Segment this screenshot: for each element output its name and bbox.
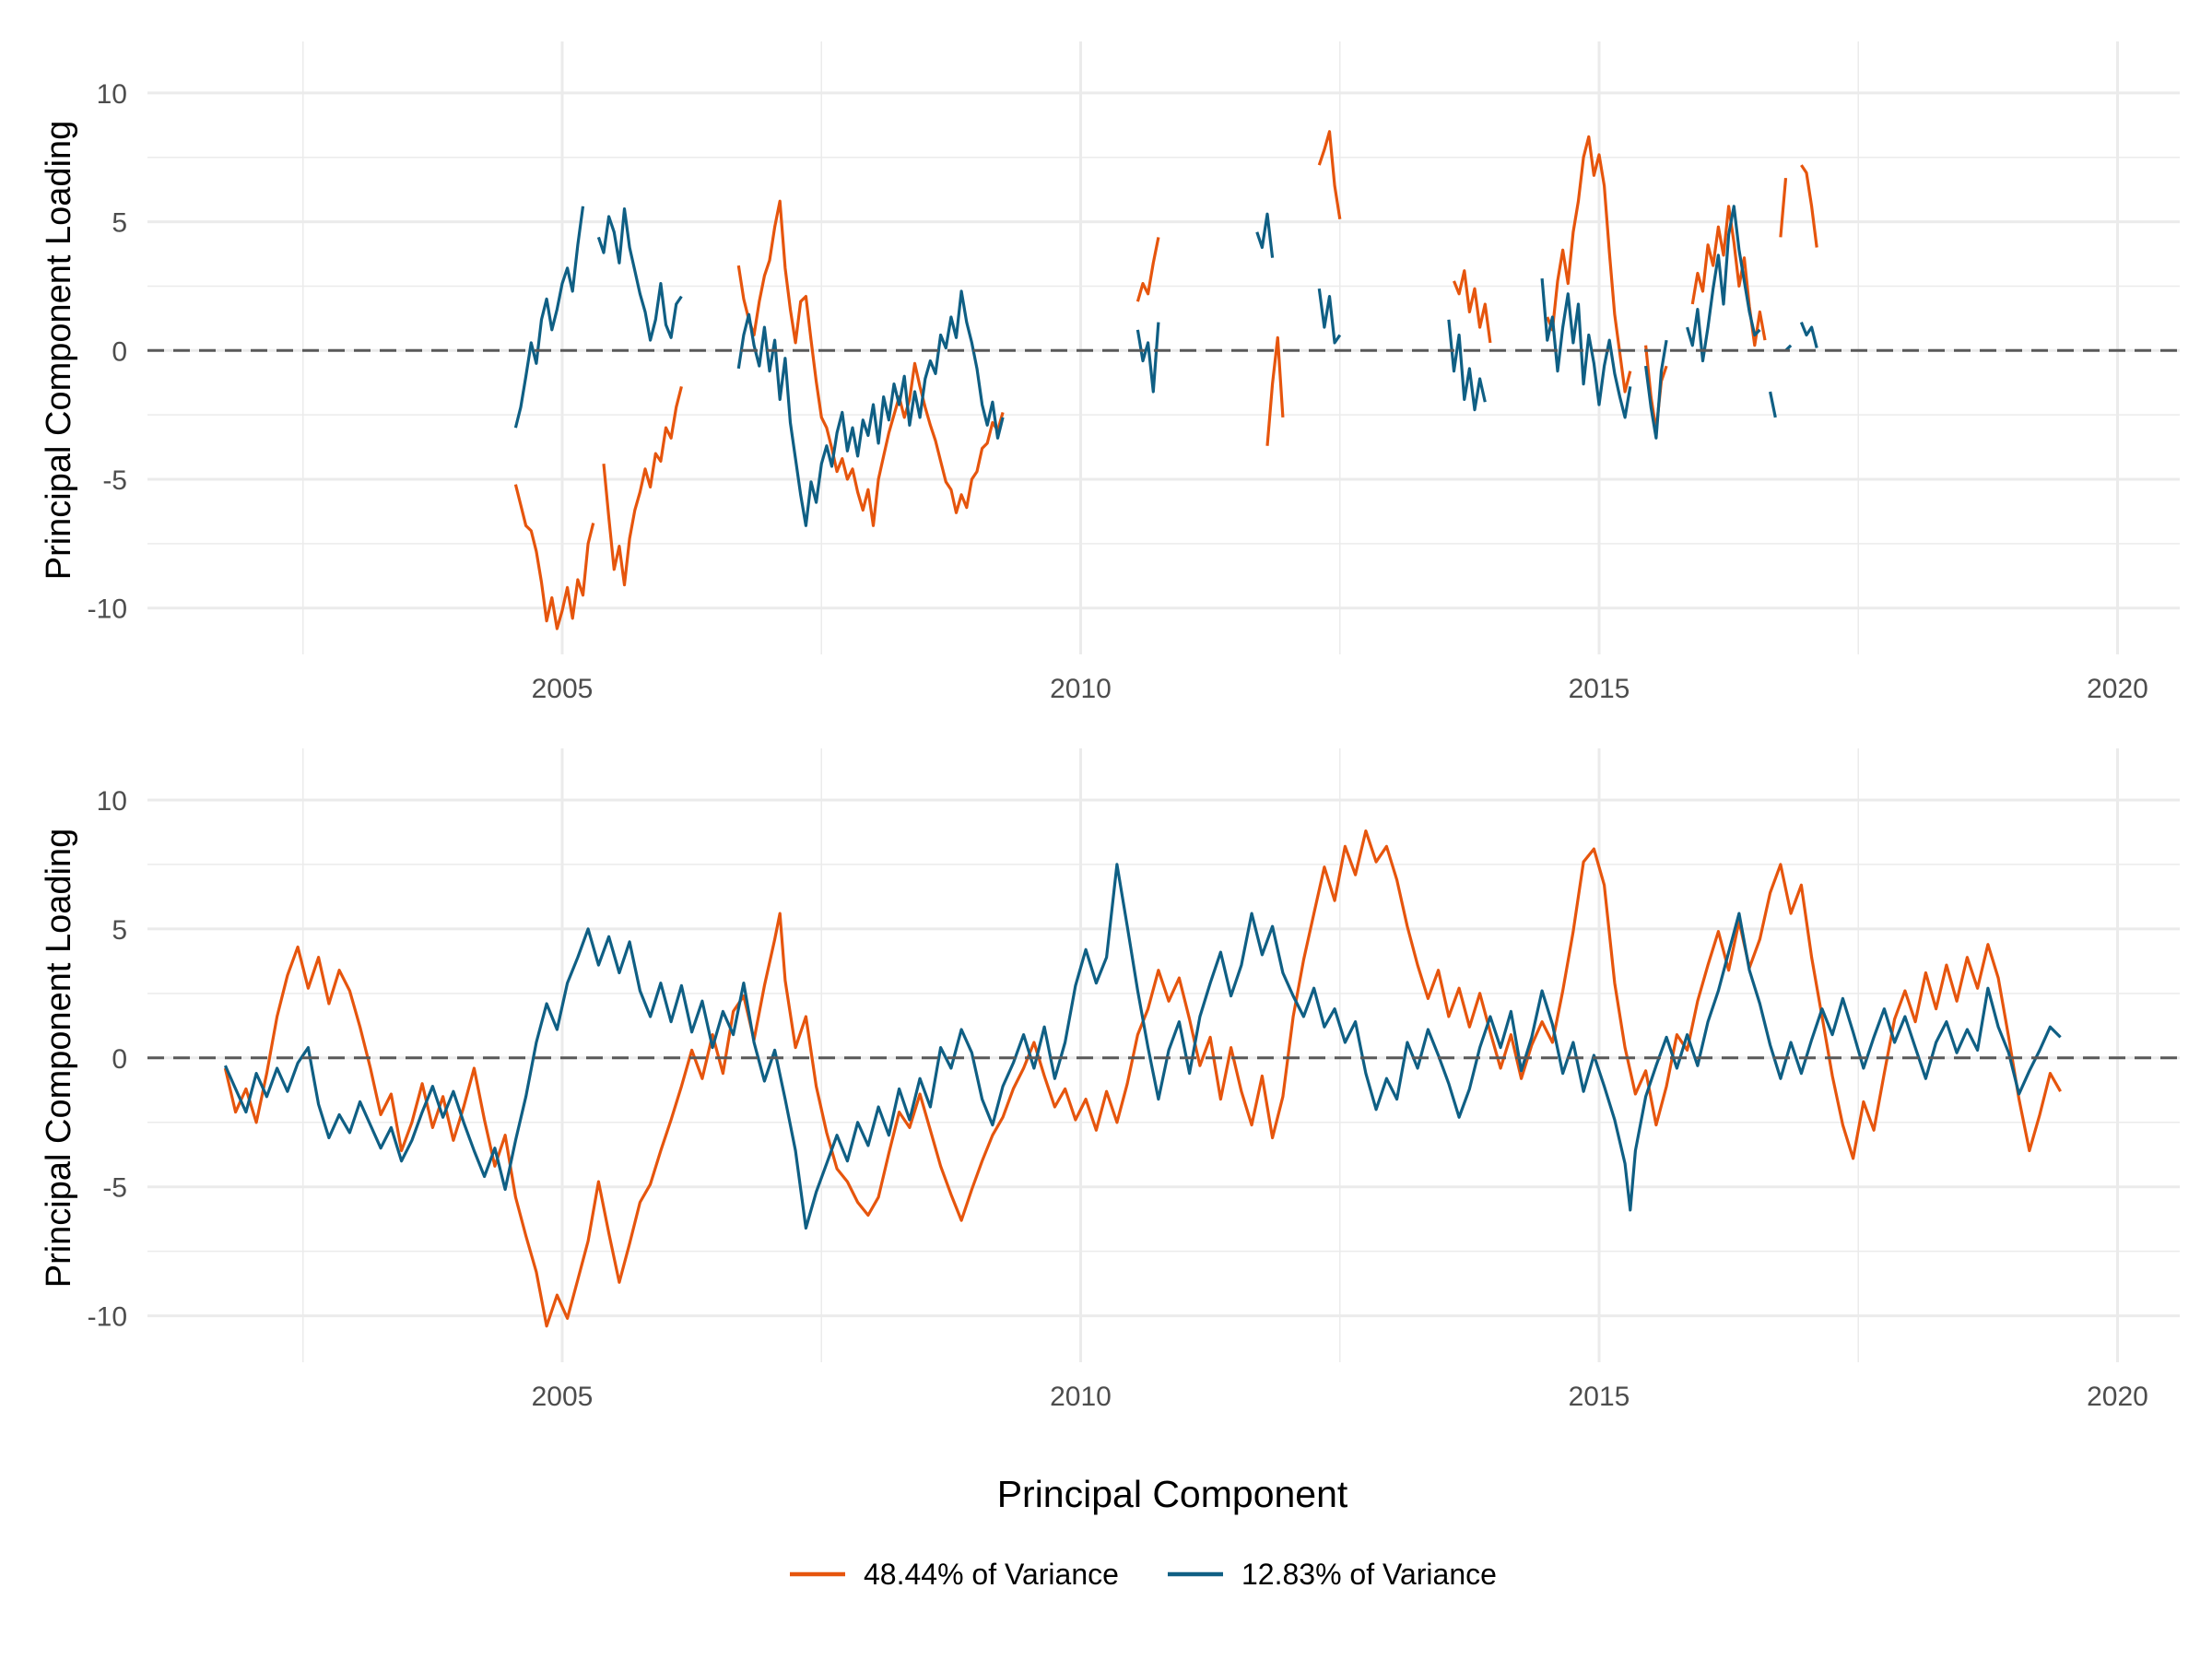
bottom-y-tick-5: 5 [112,915,127,946]
top-x-tick-2005: 2005 [532,674,594,704]
bottom-series-2 [223,863,2062,1230]
top-series-1 [513,130,1818,630]
top-series-2-segment-0 [513,206,585,429]
bottom-x-tick-2010: 2010 [1050,1382,1112,1412]
bottom-series-1 [223,829,2062,1328]
top-series-2-segment-4 [1255,212,1275,258]
top-series-2-segment-7 [1540,277,1632,419]
top-series-1-segment-10 [1779,177,1788,238]
top-series-2-segment-2 [736,289,1005,527]
bottom-series-1-segment-0 [223,829,2062,1328]
top-y-axis-title: Principal Component Loading [40,121,78,581]
top-x-tick-2020: 2020 [2087,674,2148,704]
bottom-x-tick-2015: 2015 [1569,1382,1630,1412]
top-series-1-segment-4 [1265,335,1285,446]
top-series-1-segment-0 [513,484,595,630]
legend-label-2: 12.83% of Variance [1241,1558,1497,1591]
top-x-tick-2010: 2010 [1050,674,1112,704]
top-series-2-segment-9 [1686,205,1761,363]
top-y-tick-0: 0 [112,336,127,367]
bottom-y-tick-0: 0 [112,1044,127,1075]
bottom-x-tick-2005: 2005 [532,1382,594,1412]
top-series-1-segment-11 [1800,164,1818,248]
top-series-1-segment-6 [1453,269,1492,344]
top-series-2-segment-3 [1135,322,1160,394]
top-y-tick--5: -5 [102,465,127,496]
top-panel: Principal Component Loading 2005 2010 2015… [40,41,2180,704]
top-series-2-segment-8 [1644,339,1668,440]
top-series-2 [513,205,1818,527]
top-series-2-segment-12 [1799,322,1818,348]
top-series-2-segment-6 [1447,319,1487,412]
bottom-x-tick-2020: 2020 [2087,1382,2148,1412]
bottom-y-tick-10: 10 [97,786,127,817]
legend-title: Principal Component [997,1473,1348,1515]
top-y-tick--10: -10 [88,594,127,625]
top-series-1-segment-1 [602,386,683,587]
top-series-1-segment-5 [1317,130,1342,220]
bottom-series-2-segment-0 [223,863,2062,1230]
bottom-panel: Principal Component Loading 2005 2010 2015… [40,748,2180,1412]
legend-label-1: 48.44% of Variance [864,1558,1119,1591]
top-series-1-segment-3 [1135,237,1160,302]
bottom-grid [147,748,2180,1362]
legend: Principal Component 48.44% of Variance 1… [790,1473,1497,1591]
top-y-tick-5: 5 [112,208,127,239]
bottom-y-axis-title: Principal Component Loading [40,829,78,1288]
top-grid [147,41,2180,654]
top-series-2-segment-10 [1769,391,1777,418]
top-series-2-segment-5 [1317,288,1342,345]
top-y-tick-10: 10 [97,79,127,110]
top-x-tick-2015: 2015 [1569,674,1630,704]
top-series-1-segment-7 [1546,135,1632,394]
top-series-2-segment-1 [596,207,683,342]
bottom-y-tick--5: -5 [102,1173,127,1204]
bottom-y-tick--10: -10 [88,1302,127,1333]
top-series-1-segment-2 [736,199,1005,527]
